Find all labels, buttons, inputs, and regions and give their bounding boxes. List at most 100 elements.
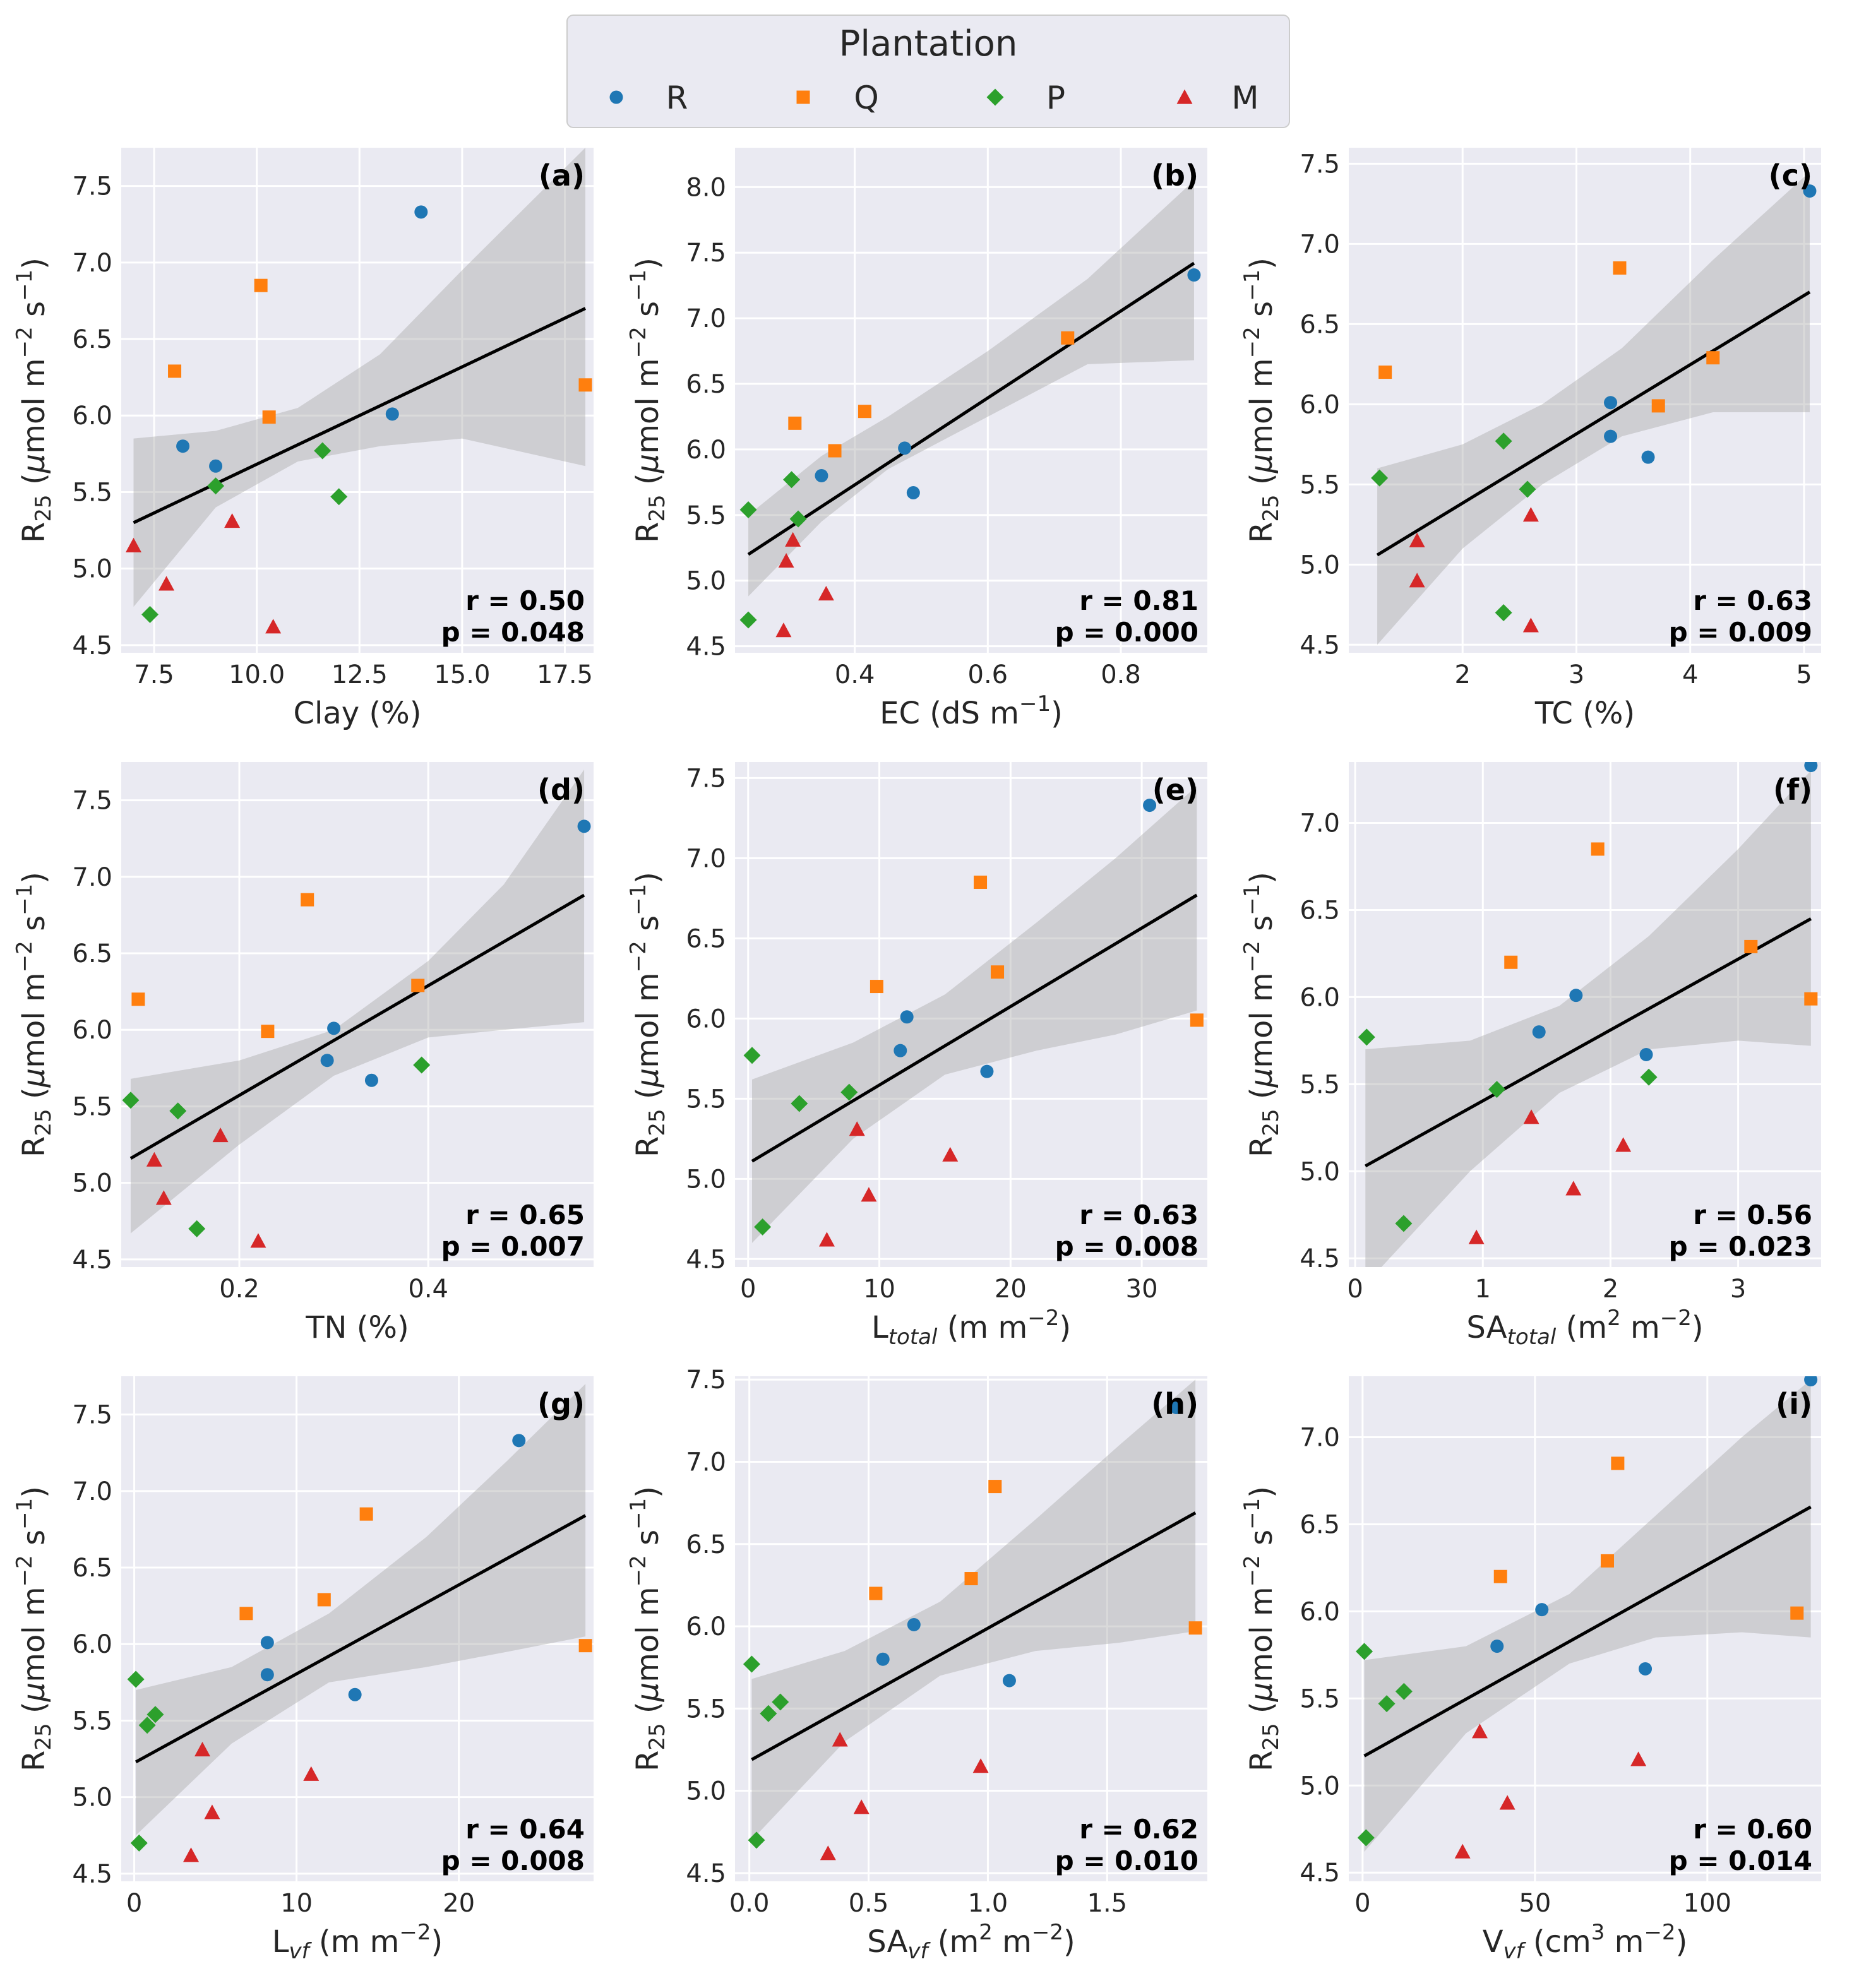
plot-area [1349,148,1821,653]
point-r [577,819,591,833]
point-m [820,1845,836,1860]
point-q [168,364,182,378]
y-tick-label: 7.0 [72,863,112,892]
y-axis-label: R25 (μmol m−2 s−1) [626,872,670,1157]
point-p [127,1670,145,1688]
x-tick-label: 10.0 [229,660,285,689]
x-tick-label: 2 [1455,660,1471,689]
regression-line [1376,290,1811,557]
legend-label-m: M [1231,80,1258,116]
confidence-band [1365,770,1811,1267]
point-q [870,980,883,994]
point-m [1409,532,1425,547]
point-r [176,439,190,453]
y-tick-label: 6.5 [1300,896,1340,925]
point-r [385,407,399,421]
x-axis-label: Vvf (cm3 m−2) [1483,1920,1688,1964]
y-axis-label: R25 (μmol m−2 s−1) [12,258,56,543]
y-tick-label: 6.0 [1300,983,1340,1012]
y-tick-label: 5.0 [1300,1771,1340,1801]
confidence-band [1364,1379,1811,1852]
point-q [578,1639,592,1653]
point-p [130,1834,148,1852]
y-tick-label: 7.0 [686,304,726,333]
regression-line [751,893,1198,1163]
point-r [320,1054,334,1068]
panel-g: 0 10 20 4.5 5.0 5.5 6.0 6.5 7.0 7.5 (g) r = 0.64p =… [12,1376,594,1964]
y-tick-label: 6.5 [686,1530,726,1559]
r-value: r = 0.64 [465,1814,585,1845]
point-m [818,585,834,601]
y-axis-label: R25 (μmol m−2 s−1) [1240,258,1284,543]
y-tick-label: 6.5 [686,924,726,953]
y-tick-label: 5.0 [72,555,112,584]
point-p [772,1693,789,1711]
legend-marker-r [609,90,623,104]
y-tick-label: 8.0 [686,173,726,202]
regression-line [751,1511,1197,1761]
r-value: r = 0.50 [465,585,585,616]
p-value: p = 0.010 [1055,1845,1198,1876]
y-tick-label: 5.0 [686,567,726,596]
point-m [303,1766,320,1781]
y-tick-label: 6.0 [72,1016,112,1045]
p-value: p = 0.009 [1669,617,1812,648]
panel-f: 0 1 2 3 4.5 5.0 5.5 6.0 6.5 7.0 (f) r = 0.56p = 0.0… [1240,762,1821,1350]
y-tick-label: 5.5 [72,1092,112,1121]
y-axis-label: R25 (μmol m−2 s−1) [626,258,670,543]
point-q [1790,1606,1804,1620]
point-m [1565,1181,1582,1196]
point-p [146,1706,164,1723]
point-r [894,1044,907,1057]
y-tick-label: 7.0 [72,1477,112,1506]
y-tick-label: 5.0 [686,1165,726,1194]
point-q [578,378,592,392]
y-tick-label: 7.5 [1300,150,1340,179]
x-tick-label: 0.2 [219,1275,260,1304]
panel-label: (e) [1152,773,1198,807]
y-tick-label: 6.5 [72,325,112,354]
point-p [739,611,757,629]
y-tick-label: 6.5 [72,1554,112,1583]
point-m [818,1232,835,1247]
point-m [126,537,142,552]
point-r [1187,268,1201,282]
y-tick-label: 5.5 [72,1706,112,1735]
point-p [1640,1068,1658,1086]
point-p [754,1218,772,1236]
point-q [1493,1569,1507,1583]
legend-label-q: Q [854,80,878,116]
point-q [1378,366,1392,379]
point-p [791,1095,808,1112]
legend-marker-q [796,90,810,104]
x-tick-label: 0 [1354,1889,1370,1918]
x-tick-label: 5 [1796,660,1812,689]
r-value: r = 0.63 [1693,585,1812,616]
point-r [260,1668,274,1682]
x-tick-label: 7.5 [134,660,174,689]
x-tick-label: 15.0 [434,660,490,689]
point-m [861,1187,877,1202]
p-value: p = 0.008 [441,1845,585,1876]
point-r [906,485,920,499]
point-r [1639,1662,1653,1676]
y-tick-label: 7.5 [72,1401,112,1430]
point-r [1804,762,1818,773]
y-tick-label: 5.0 [1300,551,1340,580]
point-r [260,1636,274,1650]
panel-i: 0 50 100 4.5 5.0 5.5 6.0 6.5 7.0 (i) r = 0.60p = 0… [1240,1376,1821,1964]
point-q [1611,1456,1625,1470]
point-p [122,1092,140,1109]
legend: Plantation R Q P M [566,15,1290,128]
point-m [775,622,792,638]
point-p [169,1102,187,1120]
y-tick-label: 5.0 [686,1777,726,1806]
y-tick-label: 7.5 [686,239,726,268]
y-tick-label: 5.5 [1300,1684,1340,1713]
point-m [1522,507,1539,522]
point-r [414,205,428,219]
point-q [262,410,276,424]
x-tick-label: 1.0 [968,1889,1008,1918]
y-tick-label: 7.0 [72,249,112,278]
point-q [1706,351,1720,365]
